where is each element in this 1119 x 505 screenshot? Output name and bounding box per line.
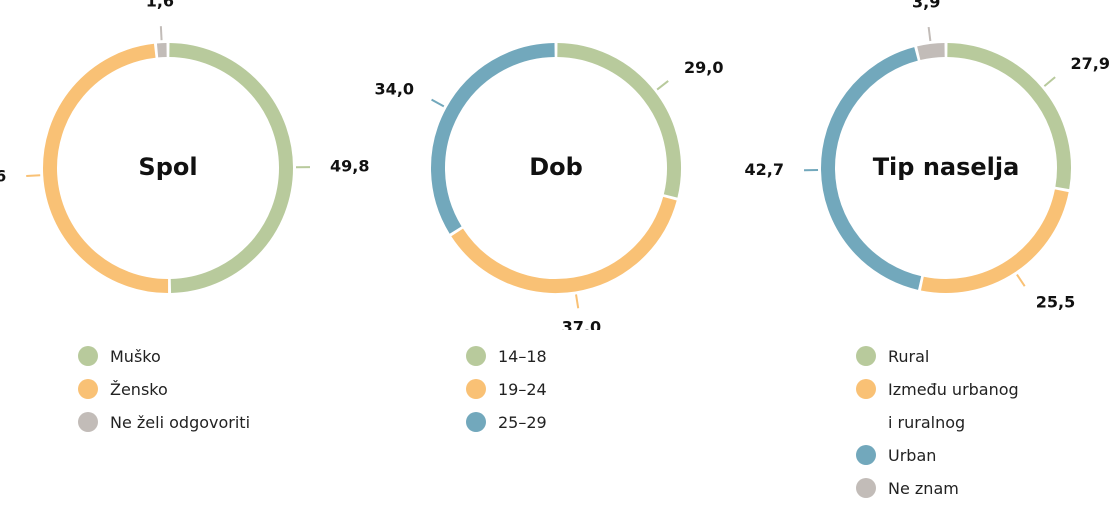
legend-label: Urban [888,439,936,472]
legend-item: 25–29 [466,406,547,439]
data-label: 34,0 [375,79,414,98]
legend-label: Muško [110,340,161,373]
donut-segment [438,50,555,230]
leader-line [1017,275,1025,287]
legend-swatch [466,346,486,366]
legend-item: Muško [78,340,250,373]
data-label: 37,0 [562,318,601,330]
legend-item: 19–24 [466,373,547,406]
legend-label: 14–18 [498,340,547,373]
legend-swatch [856,379,876,399]
data-label: 42,7 [745,160,784,179]
legend-label: 19–24 [498,373,547,406]
legend-item: Rural [856,340,1028,373]
legend-label: 25–29 [498,406,547,439]
donut-segment [919,50,945,53]
legend-item: Između urbanog i ruralnog [856,373,1028,439]
leader-line [432,100,444,107]
charts: Spol 49,8 48,6 1,6 Dob 29,0 37,0 34,0 Tip naselj… [0,0,1119,330]
legend-item: Ne znam [856,472,1028,505]
data-label: 29,0 [684,58,723,77]
data-label: 25,5 [1036,292,1075,311]
legend-label: Ne želi odgovoriti [110,406,250,439]
legend-swatch [78,379,98,399]
legend-item: Ne želi odgovoriti [78,406,250,439]
legend-label: Rural [888,340,929,373]
legend-swatch [466,412,486,432]
legend-item: Urban [856,439,1028,472]
leader-line [161,26,162,40]
leader-line [26,175,40,176]
legend-item: Žensko [78,373,250,406]
data-label: 49,8 [330,156,369,175]
donut-segment [457,199,670,286]
leader-line [657,81,668,90]
legend-label: Između urbanog i ruralnog [888,373,1028,439]
legend-swatch [856,478,876,498]
data-label: 48,6 [0,167,6,186]
leader-line [1044,77,1055,86]
legend-swatch [856,445,876,465]
legend-label: Ne znam [888,472,959,505]
data-label: 3,9 [912,0,940,12]
legend-swatch [856,346,876,366]
donut-segment [922,191,1061,286]
leader-line [929,27,931,41]
data-label: 27,9 [1070,54,1109,73]
chart-title: Dob [529,153,583,181]
legend-label: Žensko [110,373,168,406]
data-label: 1,6 [146,0,174,11]
chart-title: Tip naselja [873,153,1020,181]
legend-swatch [78,346,98,366]
leader-line [576,294,578,308]
legend-swatch [466,379,486,399]
chart-title: Spol [138,153,197,181]
legend-item: 14–18 [466,340,547,373]
legend-swatch [78,412,98,432]
